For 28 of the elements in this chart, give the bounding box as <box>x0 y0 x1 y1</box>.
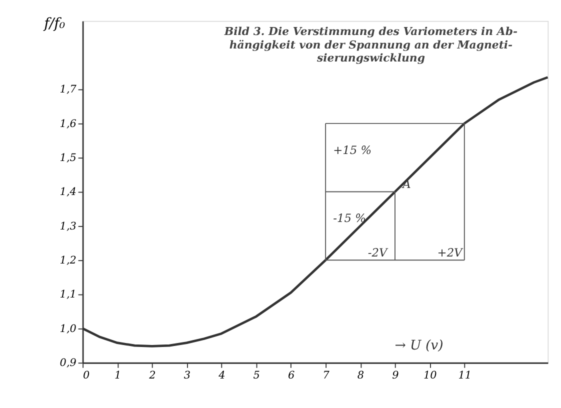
x-axis-title: → U (v) <box>394 338 444 354</box>
y-tick-label: 0,9 <box>60 356 77 369</box>
y-tick-label: 1,1 <box>60 288 76 301</box>
x-tick-label: 8 <box>357 369 364 382</box>
annotation: +15 % <box>333 142 372 157</box>
y-tick-label: 1,2 <box>60 254 77 266</box>
x-tick-label: 11 <box>458 369 472 382</box>
x-tick-label: 7 <box>322 369 330 382</box>
x-tick-label: 3 <box>184 369 191 382</box>
y-tick-label: 1,3 <box>60 220 77 232</box>
y-tick-label: 1,4 <box>60 186 76 198</box>
text: Bild 3. Die Verstimmung des Variometers in Ab- hängigkeit von der Spannung an der Magneti- sierungswicklung <box>223 25 518 65</box>
x-tick-label: 9 <box>392 369 400 382</box>
y-tick-label: 1,6 <box>60 118 77 130</box>
x-tick-label: 5 <box>253 369 260 382</box>
annotation: -2V <box>368 245 389 260</box>
y-tick-label: 1,5 <box>60 152 76 164</box>
x-tick-label: 0 <box>83 369 90 382</box>
x-tick-label: 1 <box>114 369 122 382</box>
annotation: +2V <box>437 245 464 260</box>
x-tick-label: 4 <box>218 369 226 382</box>
y-axis-title: f/f₀ <box>43 16 66 32</box>
x-tick-label: 6 <box>288 369 295 382</box>
x-tick-label: 2 <box>148 369 156 382</box>
x-tick-label: 10 <box>424 369 438 382</box>
annotation: -15 % <box>333 211 366 226</box>
y-tick-label: 1,0 <box>60 322 77 335</box>
y-tick-label: 1,7 <box>60 84 77 96</box>
